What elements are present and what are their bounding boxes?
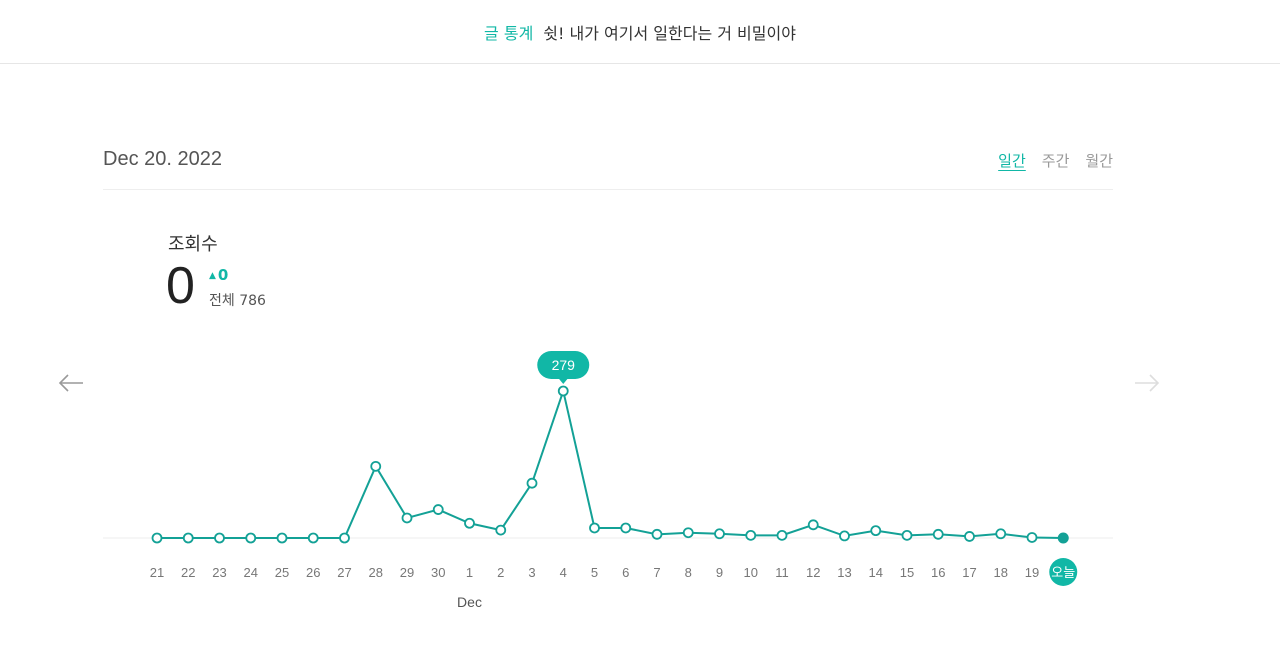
x-tick-label: 4 — [560, 565, 567, 580]
date-label: Dec 20. 2022 — [103, 148, 222, 170]
data-point — [995, 528, 1007, 540]
metric-title: 조회수 — [168, 234, 218, 255]
arrow-right-icon[interactable] — [1132, 368, 1162, 398]
x-tick-label: 17 — [962, 565, 976, 580]
data-point — [526, 477, 538, 489]
x-tick-label: 21 — [150, 565, 164, 580]
x-tick-label: 11 — [775, 565, 789, 580]
data-point — [495, 524, 507, 536]
arrow-left-icon[interactable] — [56, 368, 86, 398]
x-tick-label: 25 — [275, 565, 289, 580]
x-tick-label: 19 — [1025, 565, 1039, 580]
x-tick-label: 28 — [369, 565, 383, 580]
up-triangle-icon: ▲ — [209, 271, 216, 281]
stats-panel-header: Dec 20. 2022 일간 주간 월간 — [103, 146, 1113, 190]
stats-link[interactable]: 글 통계 — [484, 23, 534, 43]
data-point — [901, 529, 913, 541]
x-tick-label: 27 — [337, 565, 351, 580]
peak-tooltip — [537, 351, 590, 379]
tab-daily[interactable]: 일간 — [998, 152, 1026, 170]
x-tick-label: 2 — [497, 565, 504, 580]
x-tick-label: 12 — [806, 565, 820, 580]
data-point — [620, 522, 632, 534]
x-tick-label: 7 — [653, 565, 660, 580]
x-tick-label: 29 — [400, 565, 414, 580]
tab-weekly[interactable]: 주간 — [1041, 152, 1070, 170]
data-point — [964, 531, 975, 542]
data-point — [432, 504, 444, 515]
data-point — [682, 527, 694, 539]
data-point — [1026, 532, 1038, 543]
x-tick-label: 13 — [837, 565, 851, 580]
metric-delta-value: 0 — [217, 266, 229, 284]
data-point — [401, 512, 413, 524]
period-tabs: 일간 주간 월간 — [998, 150, 1113, 171]
data-point — [807, 519, 819, 531]
peak-tooltip-pointer — [558, 378, 569, 384]
today-label: 오늘 — [1051, 566, 1075, 581]
data-point — [714, 528, 725, 540]
month-label: Dec — [457, 594, 482, 610]
x-tick-label: 8 — [685, 565, 692, 580]
data-point — [776, 529, 788, 541]
tagline: 쉿! 내가 여기서 일한다는 거 비밀이야 — [543, 23, 796, 43]
data-point — [370, 460, 382, 472]
data-point — [214, 532, 225, 544]
peak-tooltip-label: 279 — [552, 357, 576, 373]
x-tick-label: 10 — [744, 565, 758, 580]
x-tick-label: 18 — [994, 565, 1008, 580]
x-tick-label: 9 — [716, 565, 723, 580]
x-tick-label: 3 — [528, 565, 535, 580]
x-tick-label: 16 — [931, 565, 945, 580]
data-point — [651, 528, 663, 540]
x-tick-label: 24 — [244, 565, 258, 580]
data-point — [557, 385, 569, 397]
x-tick-label: 23 — [212, 565, 226, 580]
data-point — [151, 532, 163, 544]
x-tick-label: 1 — [466, 565, 473, 580]
data-point — [276, 532, 288, 544]
top-bar: 글 통계 쉿! 내가 여기서 일한다는 거 비밀이야 — [0, 0, 1280, 64]
data-point — [870, 525, 882, 537]
series-line — [157, 387, 1064, 539]
data-point-today — [1057, 532, 1069, 544]
data-point — [307, 532, 319, 544]
metric-delta: ▲ 0 — [209, 266, 228, 284]
x-tick-label: 14 — [869, 565, 883, 580]
metric-total: 전체 786 — [209, 293, 266, 309]
metric-value: 0 — [166, 257, 195, 315]
x-tick-label: 6 — [622, 565, 629, 580]
today-badge — [1049, 558, 1078, 586]
data-point — [839, 530, 850, 542]
data-point — [245, 532, 257, 544]
tab-monthly[interactable]: 월간 — [1085, 152, 1113, 170]
x-tick-label: 15 — [900, 565, 914, 580]
x-tick-label: 26 — [306, 565, 320, 580]
data-point — [745, 529, 757, 541]
data-point — [932, 528, 944, 540]
data-point — [182, 532, 194, 544]
x-tick-label: 30 — [431, 565, 445, 580]
data-point — [339, 532, 350, 544]
data-point — [589, 522, 600, 534]
data-point — [464, 517, 475, 529]
x-tick-label: 22 — [181, 565, 195, 580]
x-tick-label: 5 — [591, 565, 598, 580]
